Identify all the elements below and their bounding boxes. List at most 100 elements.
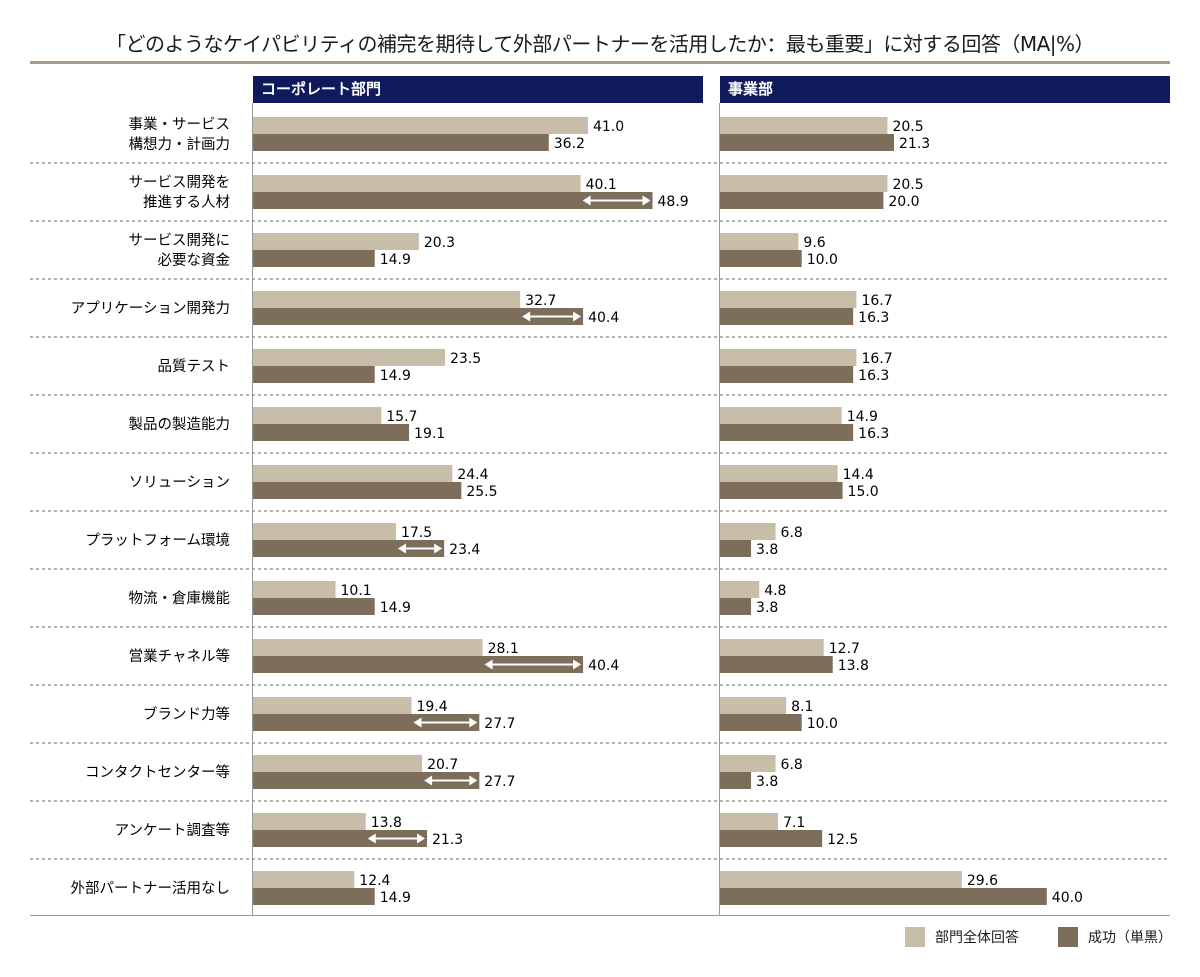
data-label: 10.0: [807, 716, 838, 732]
category-label: 事業・サービス: [129, 116, 231, 133]
data-label: 41.0: [593, 119, 624, 135]
bar-business-all: [720, 117, 888, 134]
bar-corporate-all: [253, 291, 521, 308]
category-label: 推進する人材: [143, 194, 230, 211]
bar-business-all: [720, 465, 838, 482]
data-label: 14.9: [380, 252, 411, 268]
data-label: 48.9: [658, 194, 689, 210]
bar-business-success: [720, 192, 884, 209]
bar-corporate-success: [253, 656, 584, 673]
bar-business-all: [720, 697, 787, 714]
data-label: 14.9: [380, 890, 411, 906]
data-label: 20.3: [424, 235, 455, 251]
data-label: 6.8: [781, 525, 803, 541]
bar-business-success: [720, 888, 1047, 905]
data-label: 21.3: [432, 832, 463, 848]
bar-corporate-success: [253, 714, 480, 731]
data-label: 7.1: [783, 815, 805, 831]
bar-corporate-all: [253, 465, 453, 482]
axis-line-corporate: [252, 103, 253, 915]
data-label: 10.0: [807, 252, 838, 268]
category-label: コンタクトセンター等: [85, 763, 230, 781]
legend-item-all: 部門全体回答: [905, 927, 1019, 947]
bar-corporate-all: [253, 639, 483, 656]
bottom-rule: [30, 915, 1170, 916]
data-label: 14.9: [847, 409, 878, 425]
data-label: 16.7: [861, 293, 892, 309]
legend-item-success: 成功（単黒）: [1058, 927, 1172, 947]
data-label: 24.4: [457, 467, 488, 483]
bar-corporate-success: [253, 134, 549, 151]
data-label: 14.4: [843, 467, 874, 483]
bar-corporate-success: [253, 308, 584, 325]
bar-business-success: [720, 424, 854, 441]
data-label: 8.1: [791, 699, 813, 715]
category-label: 物流・倉庫機能: [129, 590, 231, 607]
bar-corporate-success: [253, 424, 410, 441]
chart-title: 「どのようなケイパビリティの補完を期待して外部パートナーを活用したか：最も重要」…: [105, 32, 1095, 56]
title-rule: [30, 61, 1170, 64]
bar-corporate-success: [253, 250, 375, 267]
data-label: 14.9: [380, 368, 411, 384]
data-label: 13.8: [371, 815, 402, 831]
bar-business-success: [720, 540, 752, 557]
bar-corporate-success: [253, 192, 653, 209]
data-label: 16.3: [858, 426, 889, 442]
data-label: 28.1: [488, 641, 519, 657]
category-label: アンケート調査等: [115, 821, 230, 839]
category-label: 営業チャネル等: [129, 647, 230, 665]
data-label: 20.5: [892, 119, 923, 135]
bar-corporate-all: [253, 697, 412, 714]
bar-business-success: [720, 250, 802, 267]
bar-business-all: [720, 407, 842, 424]
data-label: 25.5: [466, 484, 497, 500]
arrow-head-icon: [582, 195, 651, 206]
bar-business-all: [720, 755, 776, 772]
legend-swatch-success: [1058, 927, 1078, 947]
bar-corporate-success: [253, 772, 480, 789]
bar-business-all: [720, 813, 779, 830]
bar-business-all: [720, 175, 888, 192]
data-label: 20.5: [892, 177, 923, 193]
data-label: 12.7: [829, 641, 860, 657]
data-label: 19.1: [414, 426, 445, 442]
bar-business-success: [720, 772, 752, 789]
panel-header-corporate: コーポレート部門: [253, 76, 703, 103]
bar-corporate-all: [253, 755, 423, 772]
category-label: ブランド力等: [143, 705, 230, 723]
data-label: 40.4: [588, 658, 619, 674]
data-label: 23.5: [450, 351, 481, 367]
data-label: 36.2: [554, 136, 585, 152]
data-label: 16.3: [858, 310, 889, 326]
bar-corporate-success: [253, 482, 462, 499]
bar-corporate-all: [253, 813, 366, 830]
data-label: 3.8: [756, 542, 778, 558]
category-label: サービス開発に: [129, 232, 231, 249]
data-label: 16.7: [861, 351, 892, 367]
category-label: 品質テスト: [158, 357, 231, 375]
category-label: 外部パートナー活用なし: [71, 880, 231, 897]
bar-business-all: [720, 871, 962, 888]
bar-corporate-all: [253, 871, 355, 888]
data-label: 29.6: [967, 873, 998, 889]
bar-business-success: [720, 308, 854, 325]
data-label: 20.7: [427, 757, 458, 773]
bar-corporate-all: [253, 523, 396, 540]
category-label: プラットフォーム環境: [85, 531, 230, 549]
data-label: 12.5: [827, 832, 858, 848]
data-label: 32.7: [525, 293, 556, 309]
bar-business-success: [720, 714, 802, 731]
bar-business-success: [720, 134, 895, 151]
bar-business-success: [720, 482, 843, 499]
legend-label-all: 部門全体回答: [935, 930, 1019, 946]
bar-business-success: [720, 830, 823, 847]
bar-corporate-all: [253, 581, 336, 598]
bar-corporate-all: [253, 407, 382, 424]
bar-corporate-all: [253, 349, 445, 366]
bar-corporate-success: [253, 830, 428, 847]
data-label: 21.3: [899, 136, 930, 152]
data-label: 20.0: [888, 194, 919, 210]
data-label: 3.8: [756, 600, 778, 616]
data-label: 40.4: [588, 310, 619, 326]
legend-swatch-all: [905, 927, 925, 947]
